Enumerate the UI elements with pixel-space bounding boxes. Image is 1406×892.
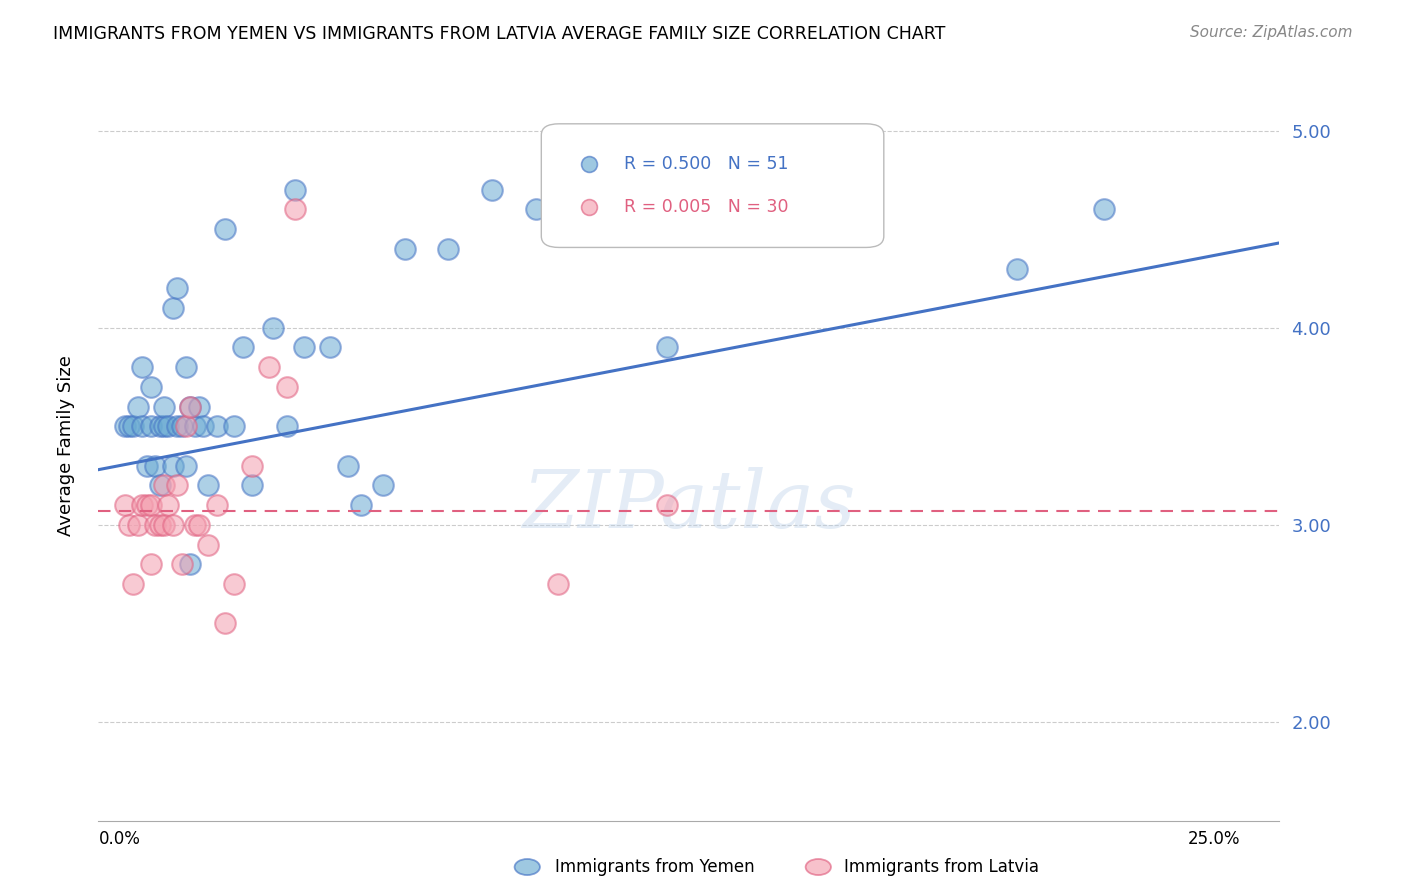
Point xyxy=(131,360,153,375)
Point xyxy=(139,380,162,394)
Point xyxy=(568,163,591,178)
Point xyxy=(205,498,228,512)
Point xyxy=(122,577,145,591)
Point xyxy=(197,538,219,552)
Text: R = 0.500   N = 51: R = 0.500 N = 51 xyxy=(624,155,789,173)
Point xyxy=(153,478,176,492)
Point xyxy=(284,202,307,217)
Point xyxy=(744,163,766,178)
Point xyxy=(149,419,172,434)
Point xyxy=(127,517,149,532)
Point xyxy=(157,498,180,512)
Point xyxy=(153,400,176,414)
Point xyxy=(240,478,263,492)
Point xyxy=(205,419,228,434)
Point xyxy=(481,183,503,197)
Text: Source: ZipAtlas.com: Source: ZipAtlas.com xyxy=(1189,25,1353,40)
Point xyxy=(174,360,197,375)
Point xyxy=(350,498,373,512)
Point xyxy=(162,458,184,473)
Point xyxy=(131,498,153,512)
Point xyxy=(319,340,342,354)
Point xyxy=(153,517,176,532)
Point xyxy=(222,419,245,434)
Point xyxy=(170,558,193,572)
Point xyxy=(139,498,162,512)
Point xyxy=(179,558,201,572)
Text: Immigrants from Latvia: Immigrants from Latvia xyxy=(844,858,1039,876)
Point xyxy=(174,419,197,434)
Point xyxy=(166,281,188,295)
Point xyxy=(284,183,307,197)
Point xyxy=(188,400,211,414)
Point xyxy=(276,419,298,434)
Point xyxy=(292,340,315,354)
Point xyxy=(114,419,136,434)
Point xyxy=(183,419,205,434)
Point xyxy=(547,577,569,591)
Point xyxy=(153,419,176,434)
Point xyxy=(193,419,215,434)
Point xyxy=(135,498,157,512)
Point xyxy=(222,577,245,591)
Point xyxy=(143,517,166,532)
Point xyxy=(174,458,197,473)
Point xyxy=(166,419,188,434)
Point xyxy=(170,419,193,434)
Point xyxy=(122,419,145,434)
Point xyxy=(240,458,263,473)
Point xyxy=(183,517,205,532)
Y-axis label: Average Family Size: Average Family Size xyxy=(56,356,75,536)
Point xyxy=(371,478,394,492)
Point xyxy=(131,419,153,434)
Point xyxy=(149,517,172,532)
Text: Immigrants from Yemen: Immigrants from Yemen xyxy=(555,858,755,876)
Point xyxy=(262,320,284,334)
Point xyxy=(179,400,201,414)
Point xyxy=(118,419,141,434)
Point xyxy=(179,400,201,414)
Point xyxy=(139,419,162,434)
Point xyxy=(257,360,280,375)
Point xyxy=(127,400,149,414)
Point xyxy=(139,558,162,572)
Text: IMMIGRANTS FROM YEMEN VS IMMIGRANTS FROM LATVIA AVERAGE FAMILY SIZE CORRELATION : IMMIGRANTS FROM YEMEN VS IMMIGRANTS FROM… xyxy=(53,25,946,43)
Point xyxy=(166,478,188,492)
Point xyxy=(1005,261,1028,276)
Point xyxy=(143,458,166,473)
Point xyxy=(831,222,853,236)
Point xyxy=(188,517,211,532)
Point xyxy=(437,242,460,256)
Text: ZIPatlas: ZIPatlas xyxy=(522,467,856,545)
Point xyxy=(162,517,184,532)
Point xyxy=(1094,202,1116,217)
Point xyxy=(578,200,600,214)
Point xyxy=(232,340,254,354)
Point xyxy=(214,616,236,631)
Point xyxy=(197,478,219,492)
Point xyxy=(157,419,180,434)
Point xyxy=(149,478,172,492)
Point xyxy=(276,380,298,394)
FancyBboxPatch shape xyxy=(541,124,884,247)
Point xyxy=(655,340,678,354)
Point xyxy=(118,517,141,532)
Point xyxy=(336,458,359,473)
Point xyxy=(394,242,416,256)
Point xyxy=(578,157,600,171)
Text: R = 0.005   N = 30: R = 0.005 N = 30 xyxy=(624,198,789,216)
Point xyxy=(135,458,157,473)
Point xyxy=(114,498,136,512)
Point xyxy=(655,498,678,512)
Point xyxy=(524,202,547,217)
Point xyxy=(162,301,184,315)
Point xyxy=(214,222,236,236)
